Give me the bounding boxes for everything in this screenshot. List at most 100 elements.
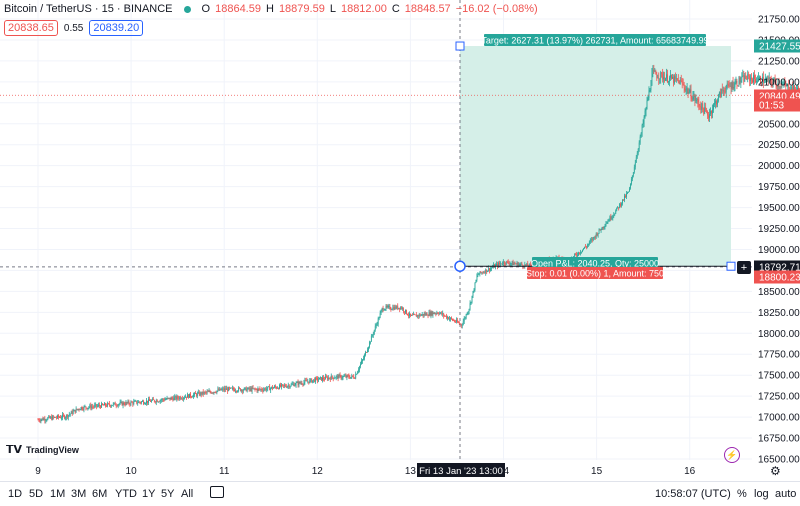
symbol-title[interactable]: Bitcoin / TetherUS · 15 · BINANCE: [4, 3, 173, 15]
candle-body: [233, 388, 234, 390]
sell-button[interactable]: 20838.65: [4, 20, 58, 36]
candle-body: [782, 84, 784, 85]
candle-body: [763, 82, 765, 83]
candle-body: [729, 86, 731, 87]
candle-body: [349, 377, 351, 379]
candle-body: [415, 314, 417, 317]
candle-body: [764, 79, 766, 83]
candle-body: [331, 375, 333, 378]
candle-body: [587, 243, 589, 246]
change-value: −16.02 (−0.08%): [455, 3, 538, 15]
candle-body: [324, 379, 325, 380]
candle-body: [188, 394, 189, 398]
candle-body: [208, 390, 210, 392]
candle-body: [478, 274, 480, 275]
candle-body: [161, 398, 163, 400]
candle-body: [252, 387, 254, 389]
candle-body: [664, 77, 666, 81]
candle-body: [102, 403, 103, 405]
y-tick-label: 19500.00: [758, 203, 800, 214]
candle-body: [586, 245, 588, 247]
candle-body: [477, 274, 479, 276]
candle-body: [747, 74, 749, 80]
range-6m[interactable]: 6M: [92, 488, 108, 500]
target-label: Target: 2627.31 (13.97%) 262731, Amount:…: [481, 36, 708, 46]
candle-body: [605, 223, 607, 226]
candle-body: [754, 75, 755, 79]
range-1d[interactable]: 1D: [8, 488, 23, 500]
tradingview-logo[interactable]: 𝗧𝗩 TradingView: [6, 443, 79, 456]
gear-icon[interactable]: ⚙: [770, 464, 781, 478]
log-toggle[interactable]: log: [754, 488, 769, 500]
crosshair-price-label-bg: [754, 260, 800, 274]
candle-body: [181, 398, 183, 400]
candle-body: [475, 279, 477, 283]
candle-body: [762, 76, 764, 83]
range-5y[interactable]: 5Y: [161, 488, 175, 500]
candle-body: [521, 263, 523, 265]
candle-body: [194, 392, 196, 394]
y-tick-label: 18250.00: [758, 308, 800, 319]
candle-body: [217, 389, 219, 391]
candle-body: [133, 401, 135, 405]
candle-body: [627, 192, 628, 194]
candle-body: [127, 401, 129, 403]
candle-body: [293, 383, 295, 387]
range-all[interactable]: All: [181, 488, 194, 500]
y-tick-label: 19000.00: [758, 245, 800, 256]
candle-body: [774, 79, 776, 82]
auto-toggle[interactable]: auto: [775, 488, 797, 500]
candle-body: [485, 269, 487, 274]
calendar-icon[interactable]: [210, 486, 224, 498]
range-1y[interactable]: 1Y: [142, 488, 156, 500]
candle-body: [242, 390, 244, 392]
price-axis[interactable]: 21750.0021500.0021250.0021000.0020750.00…: [737, 15, 800, 466]
candle-body: [575, 254, 577, 255]
candle-body: [685, 89, 687, 91]
candle-body: [218, 389, 220, 391]
candle-body: [496, 263, 497, 266]
candle-body: [200, 392, 202, 395]
candle-body: [163, 399, 165, 401]
candle-body: [56, 417, 57, 419]
candle-body: [47, 417, 49, 420]
candle-body: [489, 268, 491, 271]
candle-body: [141, 401, 143, 403]
candle-body: [371, 335, 373, 336]
candle-body: [119, 402, 121, 404]
candle-body: [517, 262, 519, 267]
percent-toggle[interactable]: %: [737, 488, 747, 500]
candle-body: [677, 79, 679, 81]
y-tick-label: 17250.00: [758, 392, 800, 403]
candle-body: [447, 317, 448, 319]
range-ytd[interactable]: YTD: [115, 488, 137, 500]
lightning-icon[interactable]: ⚡: [724, 447, 740, 463]
candle-body: [454, 320, 455, 322]
utc-clock[interactable]: 10:58:07 (UTC): [655, 488, 731, 500]
candle-body: [611, 217, 613, 219]
candle-body: [620, 203, 622, 206]
candle-body: [655, 71, 657, 75]
candle-body: [695, 100, 697, 102]
candle-body: [235, 390, 236, 392]
candle-body: [405, 309, 406, 313]
candle-body: [593, 236, 595, 238]
candle-body: [720, 89, 722, 97]
candle-body: [263, 389, 265, 391]
candle-body: [286, 386, 288, 388]
range-3m[interactable]: 3M: [71, 488, 87, 500]
buy-button[interactable]: 20839.20: [89, 20, 144, 36]
range-1m[interactable]: 1M: [50, 488, 66, 500]
candle-body: [92, 406, 94, 408]
time-axis[interactable]: 910111213141516Fri 13 Jan '23 13:00: [35, 463, 696, 477]
candle-body: [359, 366, 361, 370]
candle-body: [297, 382, 299, 386]
candle-body: [374, 326, 376, 330]
candle-body: [740, 80, 742, 83]
candle-body: [471, 295, 473, 303]
candle-body: [464, 317, 466, 319]
candle-body: [277, 388, 278, 389]
candle-body: [131, 401, 133, 403]
range-5d[interactable]: 5D: [29, 488, 44, 500]
